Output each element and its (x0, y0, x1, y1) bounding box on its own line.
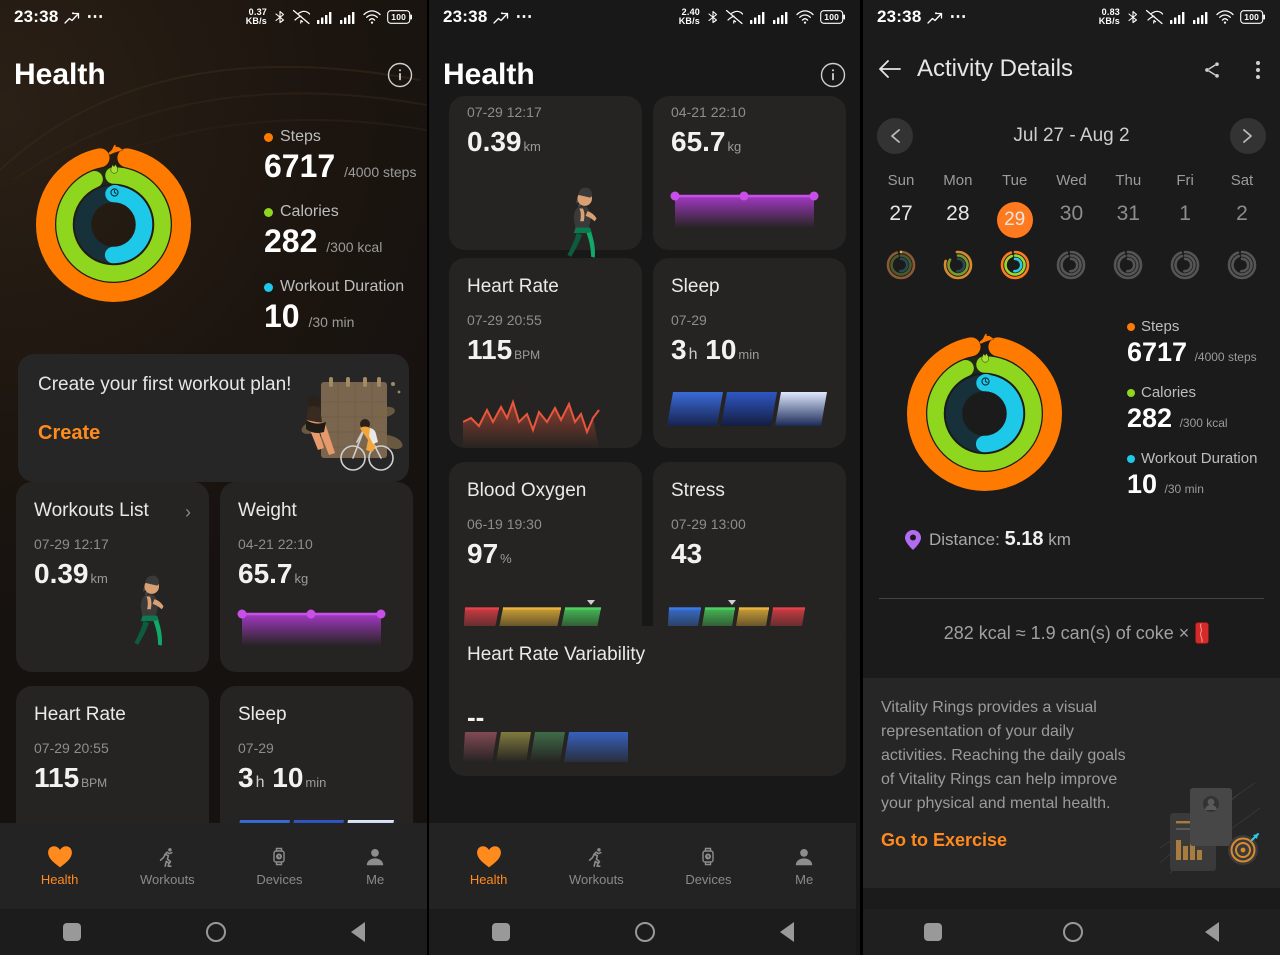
svg-text:100: 100 (824, 12, 839, 22)
svg-text:100: 100 (1244, 12, 1259, 22)
